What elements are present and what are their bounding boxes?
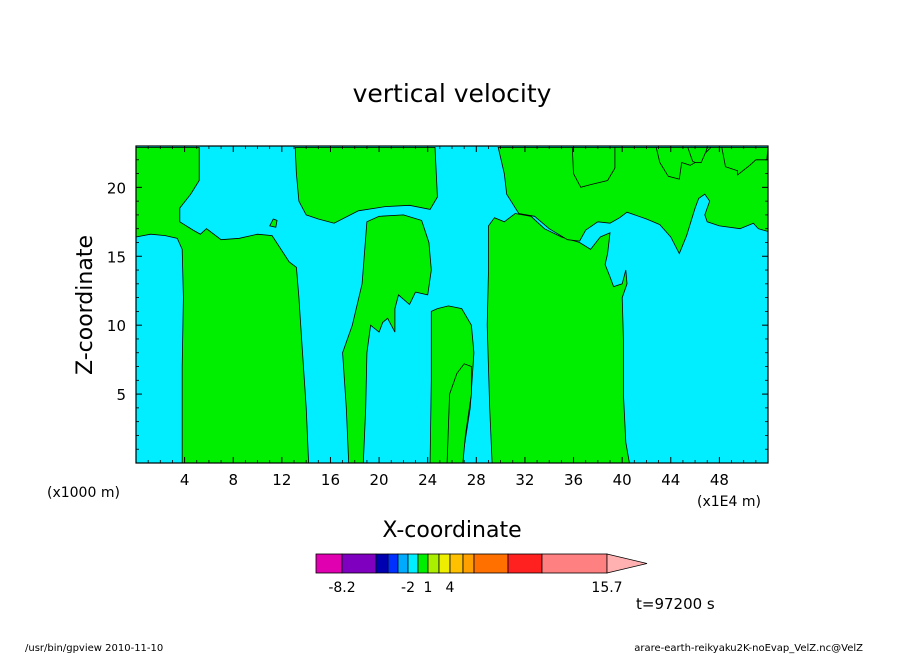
x-tick-label: 40 [613, 471, 632, 489]
colorbar-tick-label: -8.2 [328, 580, 355, 596]
colorbar-tick-label: 4 [446, 580, 455, 596]
colorbar-tick-label: -2 [401, 580, 415, 596]
colorbar-segment [541, 553, 608, 574]
y-axis: 5 10 15 20 [107, 159, 768, 450]
colorbar-segment [375, 553, 389, 574]
x-tick-label: 44 [661, 471, 680, 489]
plot-area [135, 145, 769, 464]
colorbar-segment [462, 553, 475, 574]
x-scale-label: (x1000 m) [47, 485, 120, 501]
y-axis-title: Z-coordinate [73, 235, 98, 375]
y-tick-label: 15 [107, 248, 126, 266]
x-tick-label: 48 [710, 471, 729, 489]
y-tick-label: 5 [116, 386, 126, 404]
colorbar-segment [407, 553, 419, 574]
colorbar: -8.2 -2 1 4 15.7 [315, 553, 648, 596]
colorbar-segment [449, 553, 464, 574]
y-tick-label: 10 [107, 317, 126, 335]
x-tick-label: 32 [515, 471, 534, 489]
chart-title: vertical velocity [353, 79, 552, 108]
x-tick-label: 28 [467, 471, 486, 489]
time-label: t=97200 s [636, 595, 715, 613]
footer-right-label: arare-earth-reikyaku2K-noEvap_VelZ.nc@Ve… [634, 643, 863, 654]
x-tick-label: 4 [180, 471, 190, 489]
positive-velocity-region-12 [269, 218, 278, 228]
x-tick-label: 36 [564, 471, 583, 489]
positive-velocity-region-3 [342, 214, 432, 463]
y-tick-label: 20 [107, 179, 126, 197]
positive-velocity-region-5 [446, 363, 472, 463]
x-tick-label: 8 [228, 471, 238, 489]
colorbar-segment [315, 553, 343, 574]
colorbar-tick-label: 1 [424, 580, 433, 596]
positive-velocity-region-7 [497, 146, 768, 255]
x-tick-label: 12 [272, 471, 291, 489]
positive-velocity-region-6 [486, 213, 630, 463]
colorbar-extend-arrow [606, 553, 648, 574]
footer-left-label: /usr/bin/gpview 2010-11-10 [25, 643, 163, 654]
colorbar-segment [507, 553, 543, 574]
velocity-contours [136, 146, 768, 463]
x-tick-label: 24 [418, 471, 437, 489]
positive-velocity-region-1 [136, 146, 310, 463]
colorbar-tick-label: 15.7 [591, 580, 622, 596]
x-axis: 4 8 12 16 20 24 28 32 36 40 44 48 [147, 146, 757, 489]
colorbar-segment [427, 553, 440, 574]
x-tick-label: 20 [370, 471, 389, 489]
colorbar-segment [438, 553, 451, 574]
x-tick-label: 16 [321, 471, 340, 489]
positive-velocity-region-8 [571, 146, 616, 188]
positive-velocity-region-2 [294, 146, 438, 224]
colorbar-segment [387, 553, 399, 574]
colorbar-segment [417, 553, 429, 574]
colorbar-segment [473, 553, 509, 574]
colorbar-segment [397, 553, 409, 574]
x-scale-label-right: (x1E4 m) [697, 494, 761, 510]
x-axis-title: X-coordinate [382, 518, 521, 543]
colorbar-segment [341, 553, 377, 574]
